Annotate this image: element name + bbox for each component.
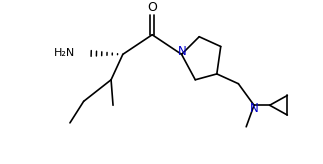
- Text: N: N: [250, 102, 258, 115]
- Text: O: O: [147, 1, 157, 14]
- Text: H₂N: H₂N: [54, 48, 75, 58]
- Text: N: N: [178, 45, 187, 58]
